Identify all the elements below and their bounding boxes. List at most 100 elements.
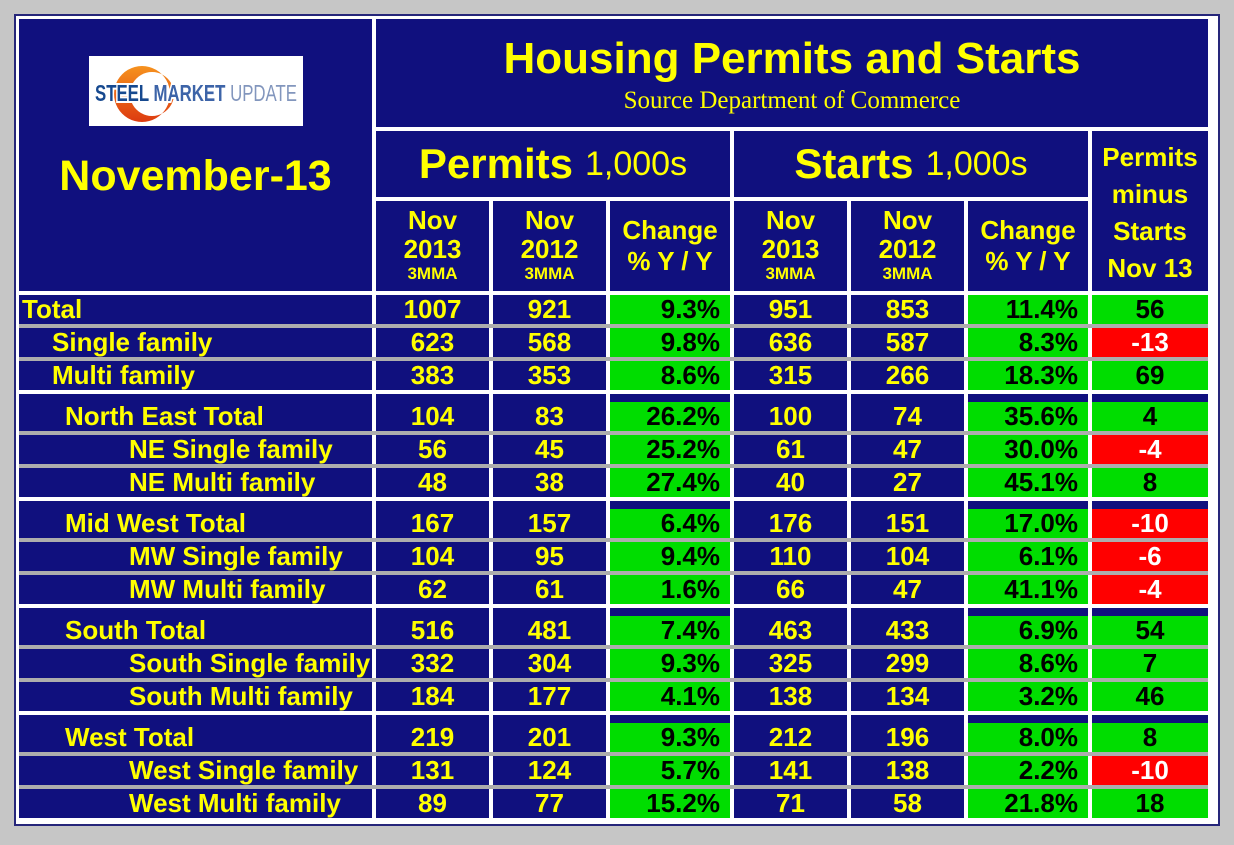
change-value-cell: 11.4% [968, 295, 1088, 324]
value-cell: 587 [851, 328, 964, 357]
value-cell: 176 [734, 509, 847, 538]
value-cell: 138 [734, 682, 847, 711]
row-label: South Single family [19, 649, 372, 678]
table-row: Single family 623 568 9.8% 636 587 8.3% -13 [19, 328, 1208, 357]
pms-line-3: Starts [1113, 216, 1187, 246]
report-header: STEEL MARKET UPDATE November-13 Housing … [19, 19, 1208, 291]
table-row: MW Single family 104 95 9.4% 110 104 6.1% -6 [19, 542, 1208, 571]
pms-line-1: Permits [1102, 142, 1198, 172]
value-cell: 315 [734, 361, 847, 390]
permits-minus-starts-cell: -13 [1092, 328, 1208, 357]
steel-market-update-logo: STEEL MARKET UPDATE [88, 56, 303, 126]
change-value-cell: 35.6% [968, 402, 1088, 431]
period-cell: STEEL MARKET UPDATE November-13 [19, 19, 372, 291]
value-cell: 433 [851, 616, 964, 645]
pms-line-4: Nov 13 [1107, 253, 1193, 283]
logo-word-steel: STEEL [95, 80, 154, 106]
value-cell: 299 [851, 649, 964, 678]
permits-minus-starts-cell: 8 [1092, 723, 1208, 752]
value-cell: 201 [493, 723, 606, 752]
value-cell: 141 [734, 756, 847, 785]
table-row: South Multi family 184 177 4.1% 138 134 3.2% 46 [19, 682, 1208, 711]
change-value-cell: 6.9% [968, 616, 1088, 645]
row-label: Mid West Total [19, 509, 372, 538]
value-cell: 921 [493, 295, 606, 324]
value-cell: 332 [376, 649, 489, 678]
value-cell: 1007 [376, 295, 489, 324]
change-value-cell: 27.4% [610, 468, 730, 497]
permits-minus-starts-cell: -10 [1092, 509, 1208, 538]
permits-minus-starts-cell: -6 [1092, 542, 1208, 571]
value-cell: 104 [851, 542, 964, 571]
value-cell: 74 [851, 402, 964, 431]
col-header-permits-2013: Nov 2013 3MMA [376, 201, 489, 291]
value-cell: 151 [851, 509, 964, 538]
row-label: MW Multi family [19, 575, 372, 604]
section-separator [19, 501, 1208, 509]
value-cell: 196 [851, 723, 964, 752]
change-value-cell: 9.3% [610, 295, 730, 324]
value-cell: 47 [851, 575, 964, 604]
change-value-cell: 8.3% [968, 328, 1088, 357]
change-value-cell: 6.1% [968, 542, 1088, 571]
row-label: South Total [19, 616, 372, 645]
permits-minus-starts-header: Permits minus Starts Nov 13 [1092, 131, 1208, 291]
value-cell: 95 [493, 542, 606, 571]
change-value-cell: 25.2% [610, 435, 730, 464]
table-row: MW Multi family 62 61 1.6% 66 47 41.1% -4 [19, 575, 1208, 604]
table-row: NE Single family 56 45 25.2% 61 47 30.0% -4 [19, 435, 1208, 464]
change-value-cell: 9.4% [610, 542, 730, 571]
starts-group-label: Starts [794, 140, 914, 187]
value-cell: 853 [851, 295, 964, 324]
data-table: Total 1007 921 9.3% 951 853 11.4% 56 Single fami… [19, 295, 1208, 818]
section-separator [19, 394, 1208, 402]
value-cell: 383 [376, 361, 489, 390]
col-header-starts-change: Change % Y / Y [968, 201, 1088, 291]
row-separator [19, 431, 1208, 435]
table-row: West Single family 131 124 5.7% 141 138 2.2% -1… [19, 756, 1208, 785]
permits-minus-starts-cell: 54 [1092, 616, 1208, 645]
value-cell: 266 [851, 361, 964, 390]
table-row: Total 1007 921 9.3% 951 853 11.4% 56 [19, 295, 1208, 324]
value-cell: 516 [376, 616, 489, 645]
value-cell: 167 [376, 509, 489, 538]
value-cell: 131 [376, 756, 489, 785]
table-row: South Single family 332 304 9.3% 325 299 8.6% 7 [19, 649, 1208, 678]
value-cell: 56 [376, 435, 489, 464]
section-separator [19, 608, 1208, 616]
change-value-cell: 2.2% [968, 756, 1088, 785]
change-value-cell: 9.8% [610, 328, 730, 357]
row-separator [19, 678, 1208, 682]
value-cell: 636 [734, 328, 847, 357]
table-row: North East Total 104 83 26.2% 100 74 35.6% 4 [19, 402, 1208, 431]
row-label: Total [19, 295, 372, 324]
row-separator [19, 357, 1208, 361]
permits-minus-starts-cell: 46 [1092, 682, 1208, 711]
value-cell: 157 [493, 509, 606, 538]
value-cell: 951 [734, 295, 847, 324]
value-cell: 463 [734, 616, 847, 645]
report-sheet: STEEL MARKET UPDATE November-13 Housing … [14, 14, 1220, 826]
change-value-cell: 17.0% [968, 509, 1088, 538]
row-label: West Total [19, 723, 372, 752]
value-cell: 134 [851, 682, 964, 711]
table-row: South Total 516 481 7.4% 463 433 6.9% 54 [19, 616, 1208, 645]
value-cell: 61 [493, 575, 606, 604]
row-separator [19, 324, 1208, 328]
value-cell: 184 [376, 682, 489, 711]
logo-word-market: MARKET [153, 80, 230, 106]
permits-minus-starts-cell: 69 [1092, 361, 1208, 390]
change-value-cell: 21.8% [968, 789, 1088, 818]
value-cell: 45 [493, 435, 606, 464]
starts-group-header: Starts 1,000s [734, 131, 1088, 197]
row-separator [19, 538, 1208, 542]
change-value-cell: 30.0% [968, 435, 1088, 464]
value-cell: 38 [493, 468, 606, 497]
value-cell: 104 [376, 402, 489, 431]
permits-group-header: Permits 1,000s [376, 131, 730, 197]
col-header-permits-change: Change % Y / Y [610, 201, 730, 291]
value-cell: 124 [493, 756, 606, 785]
row-separator [19, 752, 1208, 756]
row-label: Single family [19, 328, 372, 357]
value-cell: 177 [493, 682, 606, 711]
